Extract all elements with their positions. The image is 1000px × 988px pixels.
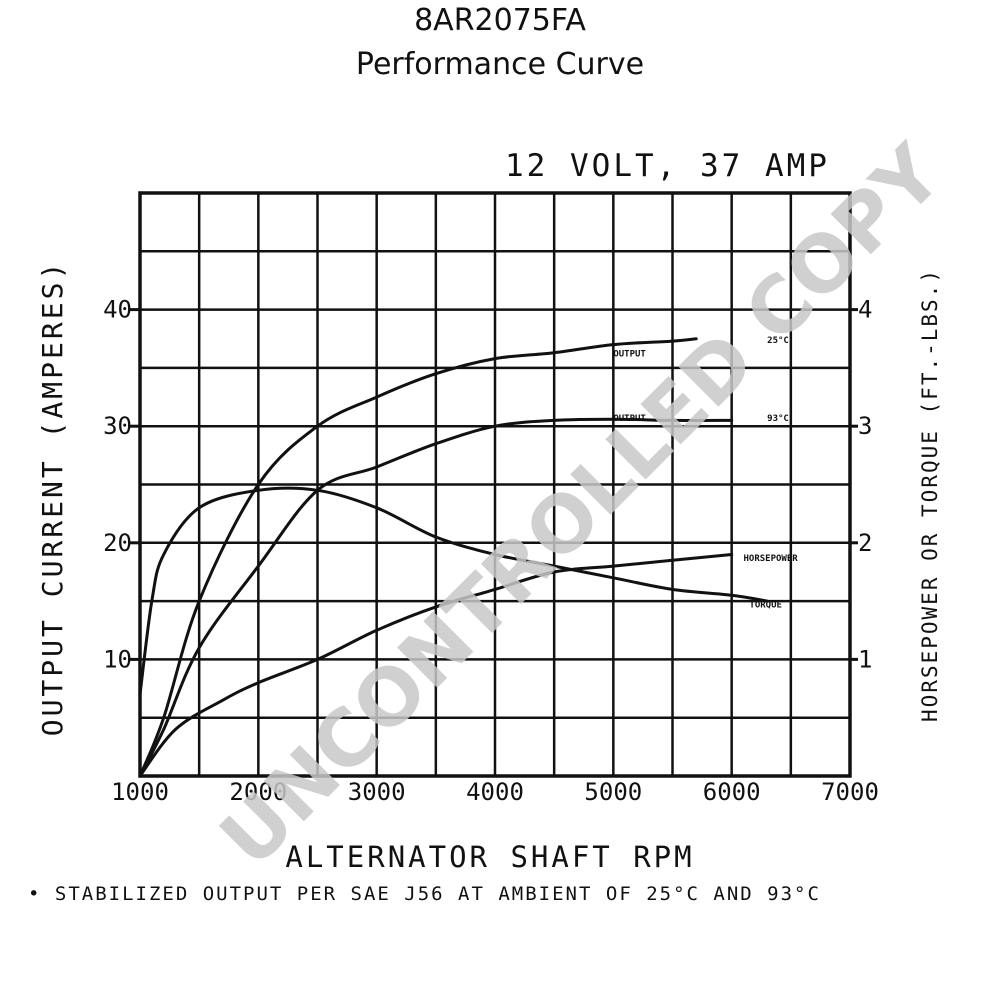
- annotation-label: 93°C: [767, 414, 789, 424]
- annotation-label: OUTPUT: [613, 350, 646, 360]
- series-line-torque: [138, 486, 769, 696]
- series-line-output-25-c: [138, 337, 698, 778]
- annotation-label: OUTPUT: [613, 414, 646, 424]
- x-axis-label: ALTERNATOR SHAFT RPM: [285, 840, 694, 874]
- annotation-label: HORSEPOWER: [744, 554, 799, 564]
- series-line-horsepower: [138, 553, 734, 778]
- y-axis-label-left: OUTPUT CURRENT (AMPERES): [36, 260, 69, 737]
- plot-frame: [138, 191, 852, 778]
- footnote: • STABILIZED OUTPUT PER SAE J56 AT AMBIE…: [28, 883, 821, 905]
- series-layer: [138, 337, 769, 778]
- chart-subtitle: Performance Curve: [355, 47, 645, 82]
- x-tick-label: 6000: [703, 778, 761, 806]
- annotation-label: TORQUE: [749, 600, 782, 610]
- series-line-output-93-c: [138, 417, 734, 778]
- y-tick-label-right: 4: [858, 296, 872, 324]
- annotation-label: 25°C: [767, 336, 789, 346]
- x-tick-label: 3000: [348, 778, 406, 806]
- x-tick-label: 5000: [584, 778, 642, 806]
- annotations: OUTPUT 25°C OUTPUT 93°C HORSEPOWER TORQUE: [613, 336, 798, 611]
- y-tick-label-right: 2: [858, 529, 872, 557]
- y-tick-label-right: 3: [858, 412, 872, 440]
- x-tick-label: 4000: [466, 778, 524, 806]
- y-tick-label-left: 10: [103, 645, 132, 673]
- tick-labels: 1000 2000 3000 4000 5000 6000 7000 10 20 30 40 1 2 3 4: [103, 296, 879, 806]
- x-tick-label: 2000: [229, 778, 287, 806]
- chart-title: 8AR2075FA: [414, 3, 586, 38]
- rating-label: 12 VOLT, 37 AMP: [505, 148, 830, 184]
- y-tick-label-right: 1: [858, 645, 872, 673]
- y-tick-label-left: 20: [103, 529, 132, 557]
- y-axis-label-right: HORSEPOWER OR TORQUE (FT.-LBS.): [918, 268, 942, 722]
- grid: [130, 191, 858, 778]
- y-tick-label-left: 30: [103, 412, 132, 440]
- x-tick-label: 7000: [821, 778, 879, 806]
- y-tick-label-left: 40: [103, 296, 132, 324]
- x-tick-label: 1000: [111, 778, 169, 806]
